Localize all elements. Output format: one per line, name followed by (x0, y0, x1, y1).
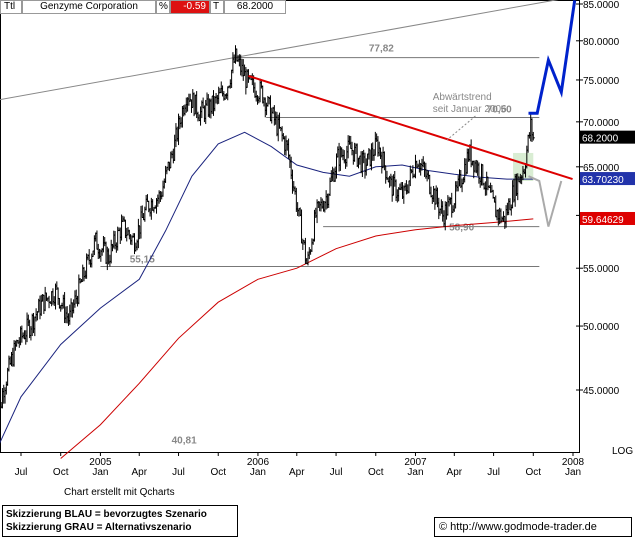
y-tick-label: 85.0000 (583, 0, 620, 11)
last-price-text: 68.2000 (236, 1, 274, 12)
price-label-box (580, 172, 635, 186)
x-tick-month: Oct (526, 467, 542, 478)
long-trendline (0, 0, 559, 101)
chart-credit: Chart erstellt mit Qcharts (64, 487, 175, 498)
x-tick-month: Apr (447, 467, 463, 478)
y-tick-label: 75.0000 (583, 76, 620, 87)
support-label: 58,90 (449, 223, 474, 234)
x-tick-year: 2005 (89, 457, 112, 468)
x-tick-year: 2006 (247, 457, 270, 468)
scenario-blue-path (528, 0, 577, 115)
source-box[interactable]: © http://www.godmode-trader.de (434, 517, 632, 537)
copyright-icon: © (439, 521, 448, 533)
price-label-box (580, 130, 635, 144)
price-label-text: 59.64629 (582, 215, 624, 226)
percent-label: % (156, 0, 170, 14)
x-tick-month: Apr (289, 467, 305, 478)
x-tick-month: Jan (92, 467, 108, 478)
annotation-line-1: Abwärtstrend (433, 92, 492, 103)
x-tick-month: Jan (565, 467, 581, 478)
x-tick-month: Jul (15, 467, 28, 478)
last-price: 68.2000 (224, 0, 286, 14)
tool-icon-label: Ttl (4, 1, 16, 12)
annotation-pointer (446, 115, 476, 141)
percent-sign: % (159, 1, 168, 12)
support-label: 77,82 (369, 44, 394, 55)
annotation-line-2: seit Januar 2006 (433, 104, 507, 115)
x-tick-month: Oct (210, 467, 226, 478)
instrument-name: Genzyme Corporation (22, 0, 156, 14)
y-tick-label: 80.0000 (583, 37, 620, 48)
ma-red-line (60, 218, 534, 459)
scenario-gray-path (528, 175, 563, 227)
y-tick-label: 65.0000 (583, 163, 620, 174)
y-tick-label: 70.0000 (583, 118, 620, 129)
scale-label: LOG (612, 446, 633, 457)
tool-icon[interactable]: Ttl (0, 0, 22, 14)
plot-frame (0, 0, 580, 453)
downtrend-line (248, 74, 573, 181)
support-label: 40,81 (172, 435, 197, 446)
x-tick-year: 2008 (562, 457, 585, 468)
change-text: -0.59 (183, 1, 206, 12)
x-tick-month: Oct (53, 467, 69, 478)
x-tick-month: Oct (368, 467, 384, 478)
price-label-box (580, 211, 635, 225)
x-tick-year: 2007 (404, 457, 427, 468)
instrument-label: Genzyme Corporation (40, 1, 138, 12)
change-value: -0.59 (170, 0, 210, 14)
x-tick-month: Jul (487, 467, 500, 478)
scenario-legend: Skizzierung BLAU = bevorzugtes Szenario … (2, 505, 238, 537)
x-tick-month: Jul (330, 467, 343, 478)
x-tick-month: Apr (131, 467, 147, 478)
legend-gray: Skizzierung GRAU = Alternativszenario (6, 522, 192, 533)
x-tick-month: Jan (407, 467, 423, 478)
last-label: T (210, 0, 224, 14)
y-tick-label: 50.0000 (583, 322, 620, 333)
ma-blue-line (0, 131, 534, 444)
x-tick-month: Jul (172, 467, 185, 478)
last-letter: T (213, 1, 220, 12)
support-label: 70,50 (487, 105, 512, 116)
legend-blue: Skizzierung BLAU = bevorzugtes Szenario (6, 509, 207, 520)
price-label-text: 68.2000 (582, 134, 619, 145)
price-label-text: 63.70230 (582, 175, 624, 186)
support-label: 55,15 (130, 255, 155, 266)
y-tick-label: 45.0000 (583, 386, 620, 397)
x-tick-month: Jan (250, 467, 266, 478)
source-url[interactable]: http://www.godmode-trader.de (450, 521, 597, 533)
y-tick-label: 55.0000 (583, 264, 620, 275)
